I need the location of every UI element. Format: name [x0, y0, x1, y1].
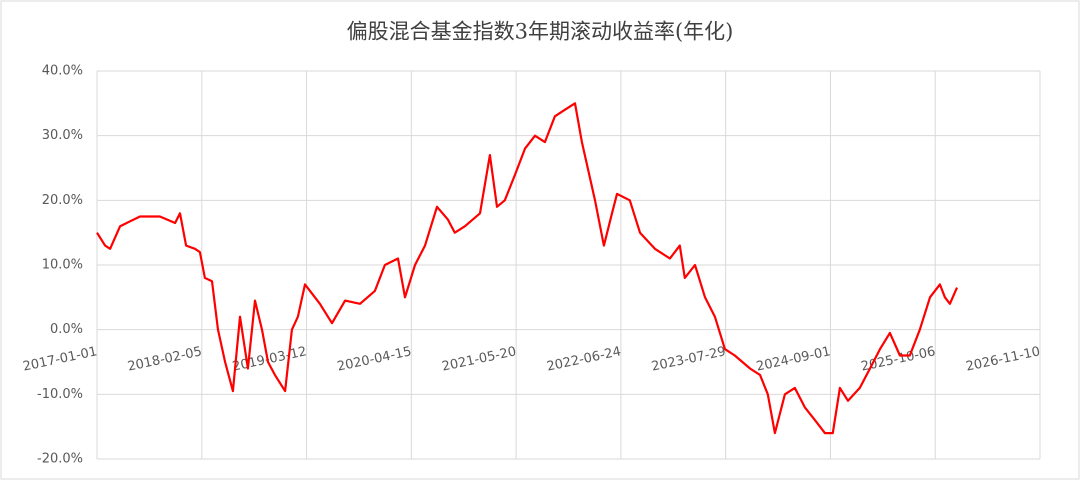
y-tick-label: 40.0% — [42, 64, 83, 79]
y-tick-label: 30.0% — [42, 128, 83, 143]
chart-title: 偏股混合基金指数3年期滚动收益率(年化) — [347, 20, 734, 44]
y-tick-label: 20.0% — [42, 193, 83, 208]
y-tick-label: 10.0% — [42, 258, 83, 273]
y-tick-label: 0.0% — [50, 322, 83, 337]
y-tick-label: -20.0% — [37, 452, 83, 467]
y-tick-label: -10.0% — [37, 387, 83, 402]
line — [96, 102, 959, 435]
